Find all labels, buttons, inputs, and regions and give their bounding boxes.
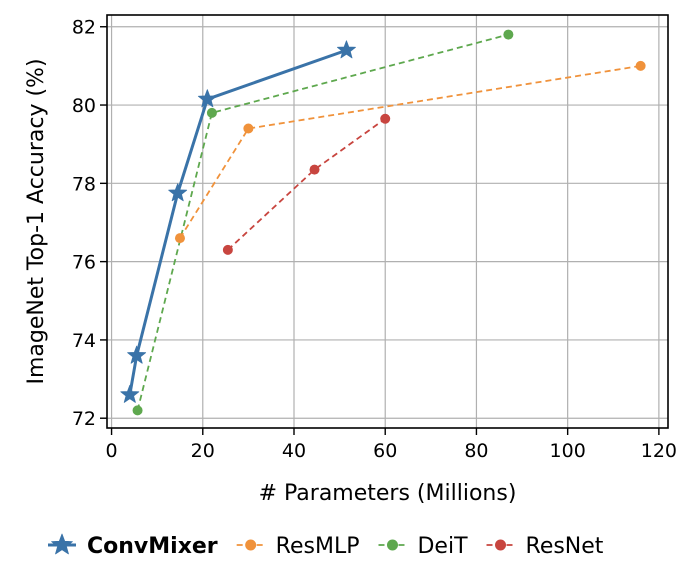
- series-layer: [120, 29, 646, 416]
- x-tick-label: 100: [550, 440, 586, 462]
- legend-label-deit: DeiT: [417, 534, 468, 559]
- y-axis-label: ImageNet Top-1 Accuracy (%): [24, 58, 49, 384]
- legend-item-resnet: ResNet: [486, 534, 604, 559]
- series-line-resnet: [227, 118, 386, 251]
- x-tick-label: 0: [106, 440, 118, 462]
- legend-marker-resmlp: [245, 539, 257, 551]
- data-point-resnet: [380, 113, 391, 124]
- plot-frame: [106, 14, 669, 429]
- y-tick-label: 74: [72, 330, 96, 352]
- y-tick-label: 80: [72, 95, 96, 117]
- series-convmixer: [120, 40, 356, 403]
- y-tick-label: 76: [72, 252, 96, 274]
- series-line-resmlp: [179, 65, 641, 239]
- x-tick-label: 80: [464, 440, 488, 462]
- data-point-deit: [206, 107, 217, 118]
- data-point-convmixer: [120, 384, 140, 403]
- data-point-resmlp: [243, 123, 254, 134]
- y-tick-label: 78: [72, 173, 96, 195]
- data-point-resnet: [222, 244, 233, 255]
- legend-item-deit: DeiT: [378, 534, 468, 559]
- legend: ConvMixer ResMLP DeiT ResNet: [48, 533, 604, 559]
- legend-item-convmixer: ConvMixer: [48, 533, 218, 559]
- x-tick-label: 120: [641, 440, 677, 462]
- y-tick-label: 72: [72, 408, 96, 430]
- series-line-deit: [136, 33, 509, 411]
- series-line-convmixer: [128, 48, 347, 395]
- grid: [107, 15, 668, 428]
- y-tick-label: 82: [72, 17, 96, 39]
- series-resnet: [222, 113, 391, 255]
- x-tick-label: 20: [191, 440, 215, 462]
- series-deit: [132, 29, 514, 416]
- legend-marker-resnet: [495, 539, 507, 551]
- legend-marker-deit: [386, 539, 398, 551]
- data-point-resmlp: [174, 233, 185, 244]
- x-tick-label: 60: [373, 440, 397, 462]
- data-point-deit: [503, 29, 514, 40]
- data-point-deit: [132, 405, 143, 416]
- x-tick-label: 40: [282, 440, 306, 462]
- legend-label-resmlp: ResMLP: [276, 534, 360, 559]
- data-point-resmlp: [635, 60, 646, 71]
- series-resmlp: [174, 60, 646, 244]
- data-point-resnet: [309, 164, 320, 175]
- x-axis-label: # Parameters (Millions): [259, 481, 517, 506]
- legend-marker-convmixer: [51, 533, 73, 555]
- legend-label-resnet: ResNet: [526, 534, 604, 559]
- data-point-convmixer: [337, 40, 356, 59]
- data-point-convmixer: [168, 183, 188, 202]
- legend-label-convmixer: ConvMixer: [87, 534, 218, 559]
- data-point-convmixer: [127, 345, 147, 364]
- legend-item-resmlp: ResMLP: [236, 534, 360, 559]
- ticks: 0 20 40 60 80 100 120 72 74 76 78 80 82: [72, 17, 677, 462]
- data-point-convmixer: [197, 89, 217, 108]
